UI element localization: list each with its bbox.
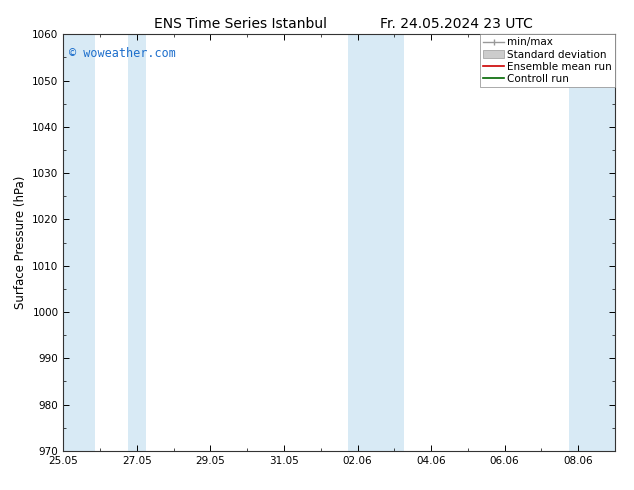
Text: © woweather.com: © woweather.com [69,47,176,60]
Bar [128,34,146,451]
Bar [569,34,619,451]
Y-axis label: Surface Pressure (hPa): Surface Pressure (hPa) [14,176,27,309]
Bar [349,34,404,451]
Bar [63,34,94,451]
Legend: min/max, Standard deviation, Ensemble mean run, Controll run: min/max, Standard deviation, Ensemble me… [480,34,615,87]
Text: ENS Time Series Istanbul: ENS Time Series Istanbul [155,17,327,31]
Text: Fr. 24.05.2024 23 UTC: Fr. 24.05.2024 23 UTC [380,17,533,31]
